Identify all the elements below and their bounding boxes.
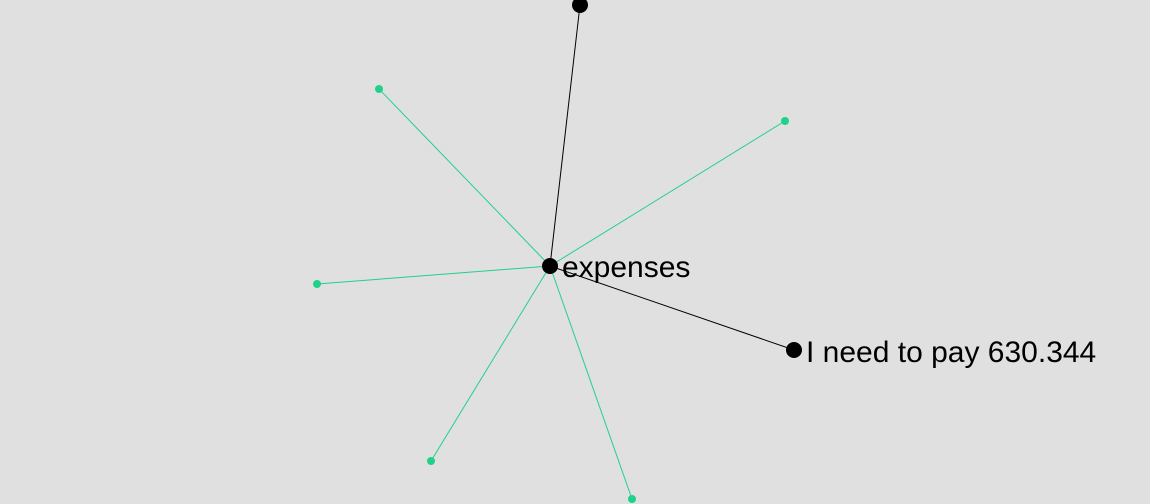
leaf-node-2[interactable]	[781, 117, 789, 125]
leaf-node-4[interactable]	[427, 457, 435, 465]
node-label-payment-note[interactable]: I need to pay 630.344	[806, 336, 1096, 369]
edge-hub-g1	[378, 88, 551, 267]
node-label-expenses[interactable]: expenses	[562, 251, 690, 284]
edge-hub-g2	[549, 120, 786, 267]
nodes-layer	[313, 0, 802, 503]
leaf-node-5[interactable]	[628, 495, 636, 503]
edge-hub-g3	[316, 265, 551, 285]
edge-hub-g4	[430, 265, 551, 462]
edge-hub-note	[549, 265, 795, 351]
leaf-node-3[interactable]	[313, 280, 321, 288]
edge-hub-g5	[549, 265, 633, 500]
leaf-node-1[interactable]	[375, 85, 383, 93]
node-top[interactable]	[572, 0, 588, 13]
labels-layer: expenses I need to pay 630.344	[562, 251, 1096, 369]
edge-hub-top	[549, 4, 581, 267]
node-expenses[interactable]	[542, 258, 558, 274]
edges-layer	[316, 4, 795, 500]
node-payment-note[interactable]	[786, 342, 802, 358]
